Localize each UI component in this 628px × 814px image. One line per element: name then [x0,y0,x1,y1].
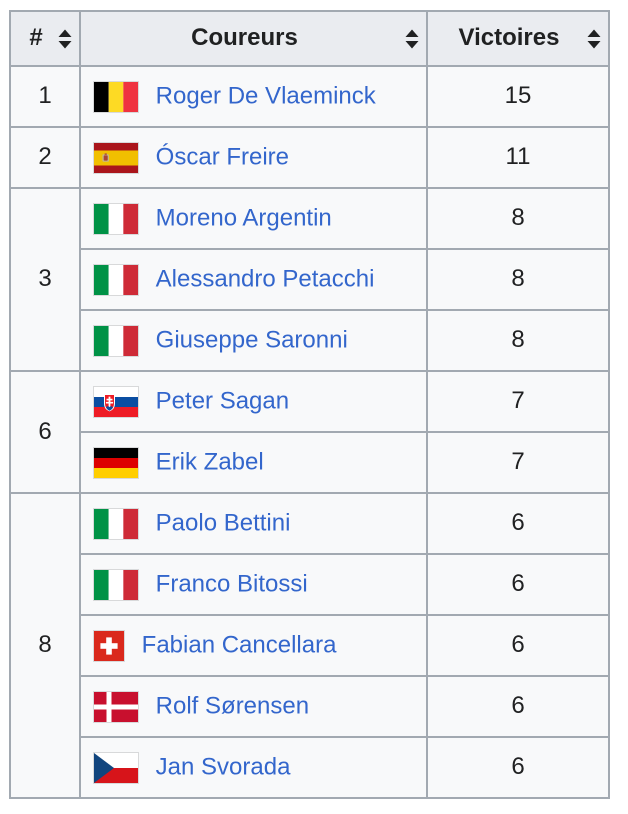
rider-link[interactable]: Fabian Cancellara [141,631,337,659]
rider-cell: Giuseppe Saronni [79,309,428,372]
victories-value: 11 [426,126,610,189]
victories-value: 8 [426,309,610,372]
rank-cell: 8 [9,492,81,799]
victories-value: 6 [426,736,610,799]
table-row: Alessandro Petacchi 8 [10,248,610,311]
flag-denmark-icon [93,690,139,723]
rider-link[interactable]: Franco Bitossi [155,570,308,598]
table-row: 8 Paolo Bettini 6 [9,492,610,799]
rider-cell: Rolf Sørensen [79,675,428,738]
header-rank-label: # [29,24,43,52]
rider-link[interactable]: Óscar Freire [155,143,290,171]
victories-value: 15 [426,65,610,128]
header-rank[interactable]: # [9,10,81,67]
rank-cell: 6 [9,370,81,494]
table-body: 1 Roger De Vlaeminck 15 2 Óscar Freire 1… [9,65,610,799]
rank-cell: 1 [9,65,81,128]
rider-cell: Peter Sagan [79,370,428,433]
table-row: 1 Roger De Vlaeminck 15 [9,65,610,128]
victories-value: 8 [426,187,610,250]
table-row: 2 Óscar Freire 11 [9,126,610,189]
victories-value: 6 [426,492,610,555]
table-row: Erik Zabel 7 [10,431,610,494]
table-row: 3 Moreno Argentin 8 [9,187,610,372]
victories-value: 7 [426,370,610,433]
rider-cell: Erik Zabel [79,431,428,494]
rank-cell: 2 [9,126,81,189]
rider-cell: Roger De Vlaeminck [79,65,428,128]
table-row: Rolf Sørensen 6 [10,675,610,738]
flag-spain-icon [93,141,139,174]
table-row: Fabian Cancellara 6 [10,614,610,677]
victories-value: 7 [426,431,610,494]
table-row: Jan Svorada 6 [10,736,610,799]
table-row: 6 Peter Sagan 7 [9,370,610,494]
table-header-row: # Coureurs Victoires [9,10,610,67]
flag-italy-icon [93,202,139,235]
rider-cell: Paolo Bettini [79,492,428,555]
flag-italy-icon [93,507,139,540]
flag-switzerland-icon [93,629,125,662]
rider-link[interactable]: Moreno Argentin [155,204,332,232]
rider-cell: Alessandro Petacchi [79,248,428,311]
flag-slovakia-icon [93,385,139,418]
flag-italy-icon [93,568,139,601]
rider-link[interactable]: Rolf Sørensen [155,692,310,720]
flag-germany-icon [93,446,139,479]
header-victoires-label: Victoires [458,24,560,52]
flag-belgium-icon [93,80,139,113]
header-coureurs-label: Coureurs [191,24,298,52]
rider-link[interactable]: Roger De Vlaeminck [155,82,376,110]
victories-value: 6 [426,675,610,738]
victories-value: 8 [426,248,610,311]
sort-both-icon[interactable] [58,29,72,48]
rider-cell: Franco Bitossi [79,553,428,616]
flag-czech-republic-icon [93,751,139,784]
rider-cell: Fabian Cancellara [79,614,428,677]
victories-value: 6 [426,553,610,616]
table-row: Franco Bitossi 6 [10,553,610,616]
rider-cell: Moreno Argentin [79,187,428,250]
table-row: Giuseppe Saronni 8 [10,309,610,372]
rider-cell: Jan Svorada [79,736,428,799]
flag-italy-icon [93,324,139,357]
flag-italy-icon [93,263,139,296]
victories-value: 6 [426,614,610,677]
rider-link[interactable]: Jan Svorada [155,753,291,781]
header-coureurs[interactable]: Coureurs [79,10,428,67]
sort-both-icon[interactable] [587,29,601,48]
victories-table: # Coureurs Victoires 1 Roger [9,10,610,799]
header-victoires[interactable]: Victoires [426,10,610,67]
rider-link[interactable]: Giuseppe Saronni [155,326,348,354]
rider-link[interactable]: Alessandro Petacchi [155,265,375,293]
sort-both-icon[interactable] [405,29,419,48]
rider-link[interactable]: Peter Sagan [155,387,290,415]
rider-link[interactable]: Paolo Bettini [155,509,291,537]
rank-cell: 3 [9,187,81,372]
rider-link[interactable]: Erik Zabel [155,448,264,476]
rider-cell: Óscar Freire [79,126,428,189]
